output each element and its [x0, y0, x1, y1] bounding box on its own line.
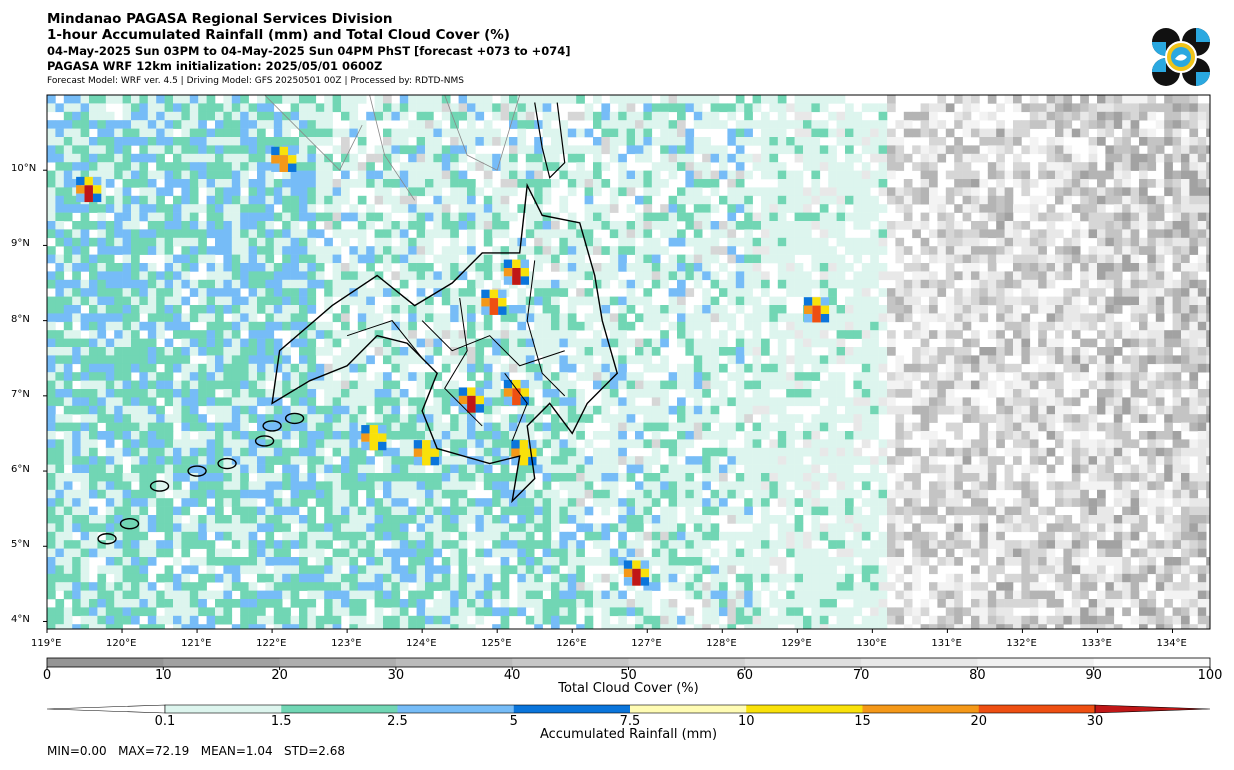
- lon-tick-label: 122°E: [256, 638, 287, 649]
- rain-color-bin: [630, 705, 747, 713]
- cloud-color-bin: [512, 658, 629, 667]
- lon-tick-label: 123°E: [331, 638, 362, 649]
- cloud-tick-label: 40: [503, 668, 521, 683]
- cloud-tick-label: 90: [1085, 668, 1102, 683]
- lon-tick-label: 124°E: [406, 638, 437, 649]
- cloud-tick-label: 60: [736, 668, 754, 683]
- lon-tick-label: 132°E: [1006, 638, 1037, 649]
- rain-tick-label: 30: [1086, 714, 1104, 729]
- lon-tick-label: 134°E: [1156, 638, 1187, 649]
- rain-extend-max: [1094, 704, 1211, 714]
- lon-tick-label: 128°E: [706, 638, 737, 649]
- lon-tick-label: 126°E: [556, 638, 587, 649]
- coastline: [97, 182, 619, 545]
- lat-tick-label: 10°N: [11, 163, 37, 175]
- cloud-color-bin: [163, 658, 281, 667]
- rain-tick-label: 15: [854, 714, 871, 729]
- rain-color-bin: [397, 705, 515, 713]
- cloud-color-bin: [395, 658, 513, 667]
- rain-hotspot: [632, 568, 641, 586]
- cloud-color-bin: [977, 658, 1095, 667]
- lon-tick-label: 127°E: [631, 638, 662, 649]
- cloud-color-bin: [861, 658, 978, 667]
- initialization-info: PAGASA WRF 12km initialization: 2025/05/…: [47, 59, 383, 73]
- map-field: [47, 95, 1210, 629]
- lon-tick-label: 125°E: [481, 638, 512, 649]
- rain-extend-min: [46, 704, 166, 714]
- lat-tick-label: 8°N: [11, 313, 30, 325]
- rain-tick-label: 10: [737, 714, 755, 729]
- rain-color-bin: [862, 705, 980, 713]
- rain-hotspot: [512, 388, 521, 406]
- lat-tick-label: 7°N: [11, 388, 30, 400]
- cloud-colorbar-label: Total Cloud Cover (%): [558, 681, 699, 696]
- rain-hotspot: [512, 267, 521, 285]
- cloud-tick-label: 10: [155, 668, 172, 683]
- cloud-tick-label: 70: [852, 668, 870, 683]
- rain-color-bin: [978, 705, 1096, 713]
- rain-colorbar-label: Accumulated Rainfall (mm): [539, 727, 718, 742]
- lat-tick-label: 4°N: [11, 614, 30, 626]
- rain-color-bin: [746, 705, 863, 713]
- lon-tick-label: 133°E: [1081, 638, 1112, 649]
- map-frame: [46, 94, 1211, 630]
- cloud-color-bin: [279, 658, 397, 667]
- rain-tick-label: 7.5: [619, 714, 641, 729]
- lat-tick-label: 5°N: [11, 539, 30, 551]
- model-info: Forecast Model: WRF ver. 4.5 | Driving M…: [47, 76, 464, 86]
- rain-hotspot: [489, 298, 499, 315]
- cloud-color-bin: [628, 658, 746, 667]
- cloud-color-bin: [1093, 658, 1211, 667]
- map-title: Mindanao PAGASA Regional Services Divisi…: [47, 11, 393, 27]
- cloud-tick-label: 100: [1197, 668, 1223, 683]
- rain-hotspot: [519, 448, 529, 466]
- rain-tick-label: 1.5: [270, 714, 292, 729]
- rain-color-bin: [513, 705, 631, 713]
- cloud-tick-label: 30: [387, 668, 405, 683]
- cloud-tick-label: 50: [620, 668, 637, 683]
- cloud-color-bin: [744, 658, 862, 667]
- rain-color-bin: [281, 705, 398, 713]
- rain-tick-label: 5: [509, 714, 518, 729]
- rain-tick-label: 20: [970, 714, 988, 729]
- valid-period: 04-May-2025 Sun 03PM to 04-May-2025 Sun …: [47, 44, 571, 58]
- rain-hotspot: [467, 395, 476, 413]
- pagasa-logo-icon: [1152, 28, 1210, 86]
- rain-hotspot: [279, 155, 288, 172]
- cloud-tick-label: 0: [42, 668, 52, 683]
- map-subtitle: 1-hour Accumulated Rainfall (mm) and Tot…: [47, 27, 510, 43]
- lat-tick-label: 6°N: [11, 464, 30, 476]
- rain-hotspot: [812, 305, 821, 323]
- lat-tick-label: 9°N: [11, 238, 30, 250]
- rain-color-bin: [165, 705, 282, 713]
- lon-tick-label: 129°E: [781, 638, 812, 649]
- rain-hotspot: [369, 433, 379, 451]
- lon-tick-label: 119°E: [31, 638, 62, 649]
- rain-tick-label: 0.1: [154, 714, 176, 729]
- cloud-color-bin: [47, 658, 164, 667]
- rain-hotspot: [84, 185, 93, 203]
- lon-tick-label: 131°E: [931, 638, 962, 649]
- cloud-tick-label: 80: [969, 668, 986, 683]
- rain-tick-label: 2.5: [387, 714, 408, 729]
- lon-tick-label: 120°E: [106, 638, 137, 649]
- lon-tick-label: 130°E: [856, 638, 887, 649]
- rain-hotspot: [422, 448, 431, 466]
- statistics-summary: MIN=0.00 MAX=72.19 MEAN=1.04 STD=2.68: [47, 744, 346, 758]
- lon-tick-label: 121°E: [181, 638, 212, 649]
- cloud-tick-label: 20: [271, 668, 288, 683]
